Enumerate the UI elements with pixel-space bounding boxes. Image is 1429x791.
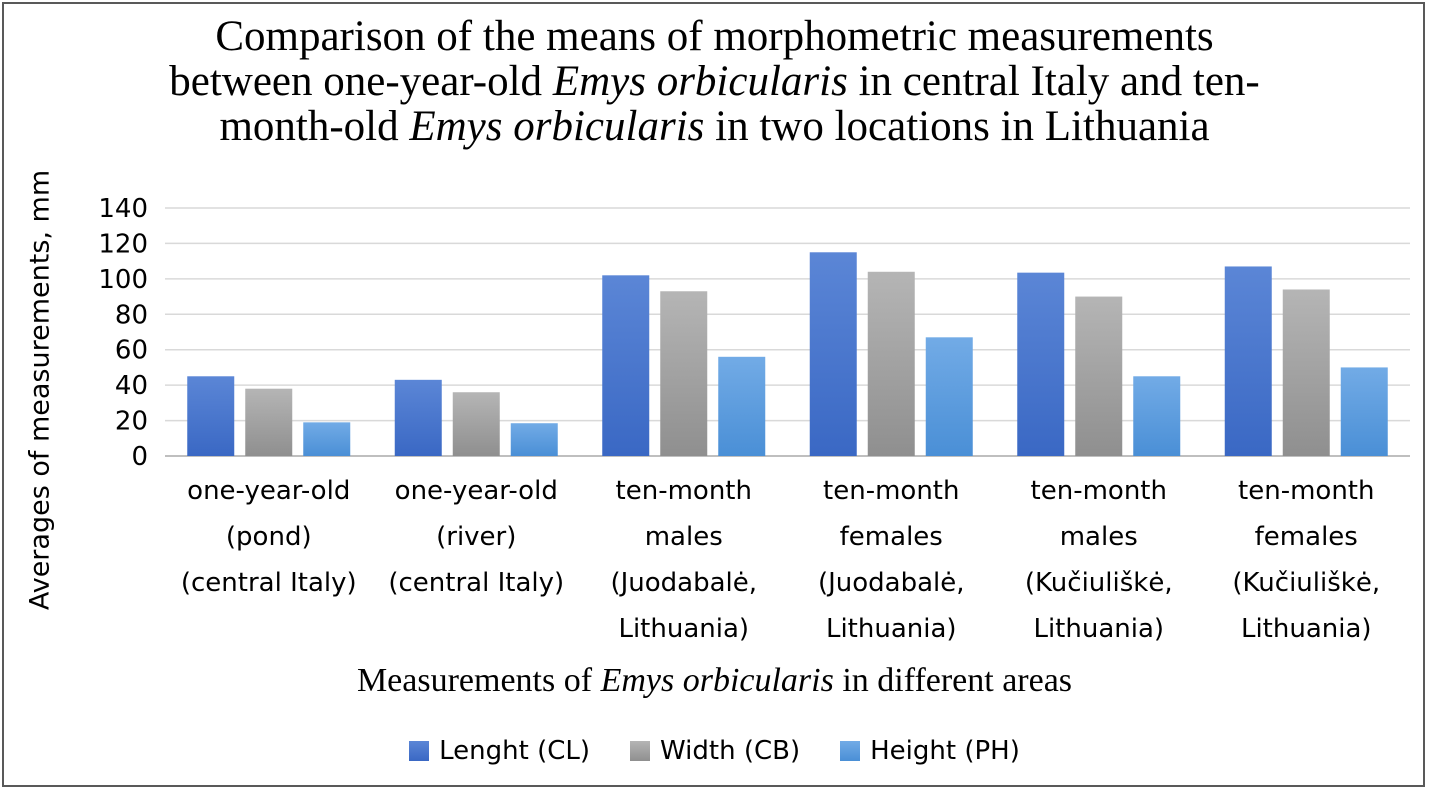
bar-width-cb-0: [245, 388, 293, 456]
chart-title-part: Comparison of the means of morphometric …: [215, 13, 1214, 60]
x-category-label-line: ten-month: [1238, 476, 1375, 506]
bar-lenght-cl-3: [809, 252, 857, 456]
chart-title-line: between one-year-old Emys orbicularis in…: [0, 59, 1429, 104]
legend-item: Lenght (CL): [409, 736, 590, 766]
bar-width-cb-1: [452, 392, 500, 456]
chart-title-line: Comparison of the means of morphometric …: [0, 14, 1429, 59]
x-category-label-line: Lithuania): [1240, 614, 1372, 644]
chart-title-part: in central Italy and ten-: [847, 58, 1260, 105]
x-category-label-line: (central Italy): [388, 568, 565, 598]
bar-height-ph-3: [925, 337, 973, 456]
bar-lenght-cl-5: [1224, 266, 1272, 456]
x-category-label-line: Lithuania): [1033, 614, 1165, 644]
x-category-label-line: males: [1059, 522, 1138, 552]
bar-width-cb-5: [1282, 289, 1330, 456]
x-category-label-line: (central Italy): [180, 568, 357, 598]
chart-title-part: between one-year-old: [169, 58, 553, 105]
bars: [187, 252, 1388, 456]
x-category-label: ten-month males (Kučiuliškė, Lithuania): [994, 468, 1204, 652]
x-category-label-line: females: [1254, 522, 1358, 552]
bar-lenght-cl-0: [187, 376, 235, 456]
x-category-label-line: (Juodabalė,: [610, 568, 758, 598]
legend-label: Lenght (CL): [439, 736, 591, 766]
y-tick-labels: 0 20 40 60 80 100 120 140: [98, 194, 148, 472]
bar-height-ph-0: [303, 422, 351, 456]
chart-title-part: month-old: [219, 103, 410, 150]
x-category-label-line: one-year-old: [187, 476, 351, 506]
bar-lenght-cl-1: [394, 379, 442, 456]
x-category-label: one-year-old (river) (central Italy): [371, 468, 581, 606]
x-axis-title: Measurements of Emys orbicularis in diff…: [0, 662, 1429, 700]
x-axis-title-part: Measurements of: [356, 662, 601, 699]
x-axis-title-part: Emys orbicularis: [600, 662, 834, 699]
legend-item: Width (CB): [630, 736, 800, 766]
legend: Lenght (CL) Width (CB) Height (PH): [0, 736, 1429, 766]
x-category-label-line: one-year-old: [394, 476, 558, 506]
bar-width-cb-3: [867, 271, 915, 456]
y-tick-label: 100: [98, 265, 148, 295]
x-category-label: ten-month females (Kučiuliškė, Lithuania): [1201, 468, 1411, 652]
x-category-label-line: (pond): [225, 522, 312, 552]
x-category-label-line: Lithuania): [825, 614, 957, 644]
legend-swatch: [840, 741, 861, 761]
legend-item: Height (PH): [840, 736, 1020, 766]
bar-lenght-cl-2: [602, 275, 650, 456]
bar-height-ph-5: [1340, 367, 1388, 456]
chart-title-line: month-old Emys orbicularis in two locati…: [0, 104, 1429, 149]
bar-lenght-cl-4: [1017, 272, 1065, 456]
bar-height-ph-2: [718, 356, 766, 456]
y-tick-label: 60: [115, 336, 148, 366]
bar-height-ph-4: [1133, 376, 1181, 456]
chart-title-part: Emys orbicularis: [409, 103, 705, 150]
legend-swatch: [409, 741, 430, 761]
legend-swatch: [630, 741, 651, 761]
x-category-label-line: males: [644, 522, 723, 552]
x-category-label-line: (Kučiuliškė,: [1024, 568, 1173, 598]
y-tick-label: 0: [131, 442, 148, 472]
x-category-label-line: (river): [436, 522, 517, 552]
x-category-label-line: Lithuania): [618, 614, 750, 644]
x-category-label-line: (Kučiuliškė,: [1232, 568, 1381, 598]
x-category-label: ten-month males (Juodabalė, Lithuania): [579, 468, 789, 652]
x-category-label-line: (Juodabalė,: [817, 568, 965, 598]
y-tick-label: 40: [115, 371, 148, 401]
x-category-label-line: ten-month: [1030, 476, 1167, 506]
bar-width-cb-4: [1075, 296, 1123, 456]
bar-width-cb-2: [660, 291, 708, 456]
x-category-label: ten-month females (Juodabalė, Lithuania): [786, 468, 996, 652]
x-category-label-line: females: [839, 522, 943, 552]
y-tick-label: 140: [98, 194, 148, 224]
y-tick-label: 80: [115, 300, 148, 330]
chart-title: Comparison of the means of morphometric …: [0, 14, 1429, 149]
chart-title-part: in two locations in Lithuania: [704, 103, 1210, 150]
x-category-label-line: ten-month: [823, 476, 960, 506]
x-category-label-line: ten-month: [615, 476, 752, 506]
y-tick-label: 20: [115, 407, 148, 437]
x-axis-title-part: in different areas: [833, 662, 1073, 699]
y-tick-label: 120: [98, 229, 148, 259]
legend-label: Height (PH): [870, 736, 1020, 766]
bar-height-ph-1: [510, 423, 558, 456]
legend-label: Width (CB): [660, 736, 801, 766]
chart-title-part: Emys orbicularis: [552, 58, 848, 105]
gridlines: [165, 207, 1410, 457]
x-category-label: one-year-old (pond) (central Italy): [164, 468, 374, 606]
